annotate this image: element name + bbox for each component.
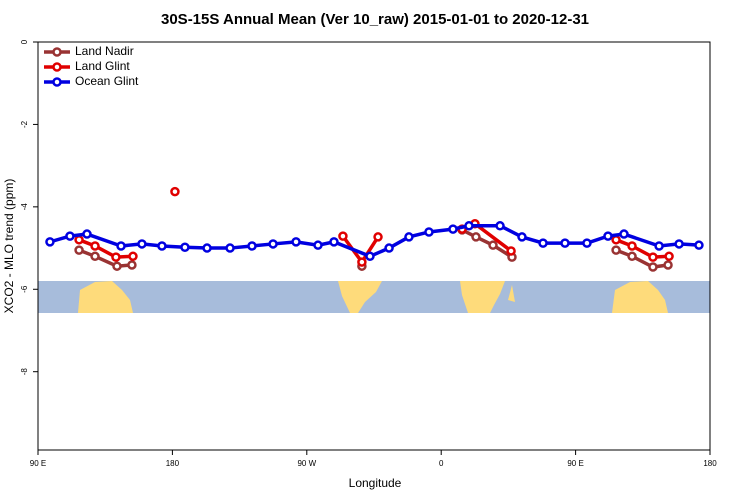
x-tick-label: 90 E <box>567 459 583 468</box>
data-point <box>603 231 613 241</box>
data-point <box>654 241 664 251</box>
x-tick-label: 180 <box>166 459 180 468</box>
x-tick-label: 180 <box>703 459 717 468</box>
legend-marker <box>52 62 62 72</box>
data-point <box>488 240 498 250</box>
data-point <box>247 241 257 251</box>
data-point <box>180 242 190 252</box>
data-point <box>517 232 527 242</box>
data-point <box>627 241 637 251</box>
x-tick-label: 90 E <box>30 459 46 468</box>
data-point <box>424 227 434 237</box>
data-point <box>74 235 84 245</box>
legend-label: Ocean Glint <box>75 74 139 88</box>
data-point <box>357 257 367 267</box>
data-point <box>112 261 122 271</box>
data-point <box>582 238 592 248</box>
y-tick-label: -6 <box>20 285 29 293</box>
data-point <box>74 245 84 255</box>
chart-title: 30S-15S Annual Mean (Ver 10_raw) 2015-01… <box>161 11 589 28</box>
data-point <box>538 238 548 248</box>
data-point <box>611 245 621 255</box>
data-point <box>560 238 570 248</box>
data-point <box>627 251 637 262</box>
data-point <box>291 237 301 247</box>
data-point <box>506 246 516 256</box>
data-point <box>648 252 658 262</box>
series-line <box>615 238 670 259</box>
data-point <box>663 260 673 270</box>
data-point <box>65 231 75 241</box>
data-point <box>694 240 704 250</box>
data-point <box>448 224 458 234</box>
series-line <box>615 248 669 269</box>
y-tick-label: -8 <box>20 368 29 376</box>
data-point <box>170 186 180 197</box>
data-point <box>157 241 167 251</box>
legend-marker <box>52 47 62 57</box>
series-line <box>78 248 133 268</box>
data-point <box>82 229 92 239</box>
data-point <box>225 243 235 253</box>
data-point <box>404 232 414 242</box>
data-point <box>495 221 505 231</box>
data-point <box>45 237 55 247</box>
data-point <box>268 239 278 249</box>
map-strip <box>38 281 710 313</box>
data-point <box>202 243 212 253</box>
data-point <box>111 252 121 262</box>
series-line <box>78 238 134 259</box>
data-point <box>464 221 474 231</box>
x-axis-label: Longitude <box>349 476 402 490</box>
data-point <box>365 251 375 262</box>
legend-label: Land Nadir <box>75 44 134 58</box>
data-point <box>128 251 138 262</box>
data-point <box>90 241 100 251</box>
series-line <box>461 228 513 259</box>
legend-marker <box>52 77 62 87</box>
data-point <box>329 237 339 247</box>
y-tick-label: -2 <box>20 120 29 128</box>
data-point <box>137 239 147 249</box>
x-tick-label: 0 <box>439 459 444 468</box>
y-axis-label: XCO2 - MLO trend (ppm) <box>2 179 16 314</box>
data-point <box>384 243 394 253</box>
data-point <box>90 251 100 262</box>
x-tick-label: 90 W <box>297 459 316 468</box>
data-point <box>127 260 137 270</box>
legend-label: Land Glint <box>75 59 130 73</box>
data-point <box>664 251 674 262</box>
y-tick-label: 0 <box>20 39 29 44</box>
data-point <box>116 241 126 251</box>
plot-frame <box>37 41 711 451</box>
data-point <box>471 232 481 242</box>
data-point <box>674 239 684 249</box>
data-point <box>648 262 658 272</box>
data-point <box>611 235 621 245</box>
data-point <box>338 231 348 241</box>
data-point <box>373 232 383 242</box>
data-point <box>313 240 323 250</box>
y-tick-label: -4 <box>20 203 29 211</box>
data-point <box>619 229 629 239</box>
